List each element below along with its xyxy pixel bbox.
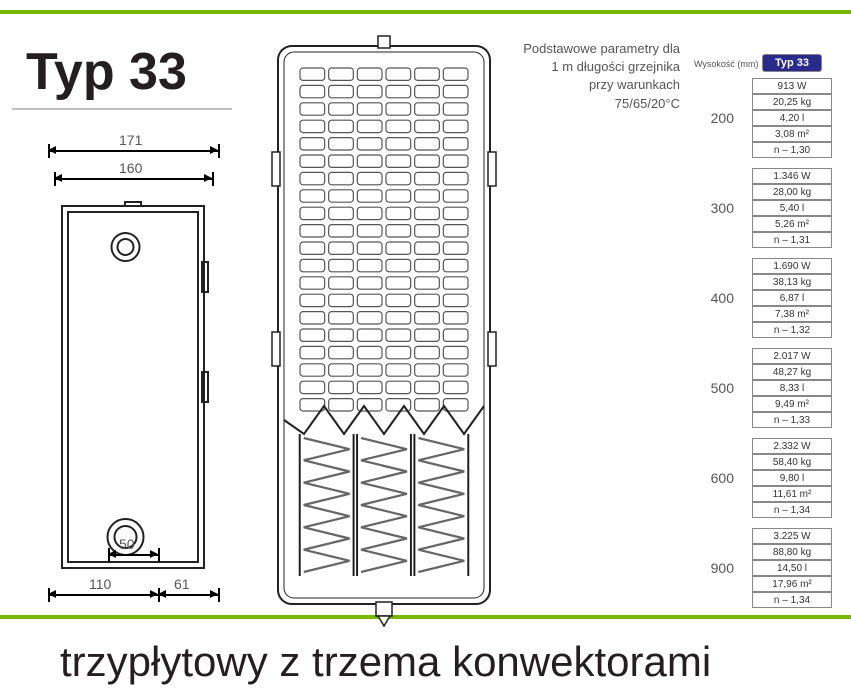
table-header-label: Wysokość (mm)	[694, 59, 758, 69]
table-cell: 913 W	[752, 78, 832, 94]
table-cell: 5,26 m²	[752, 216, 832, 232]
height-label: 400	[694, 290, 734, 306]
table-cell: 7,38 m²	[752, 306, 832, 322]
side-view-diagram	[48, 192, 218, 582]
table-cell: 8,33 l	[752, 380, 832, 396]
dimension-label: 171	[119, 132, 142, 148]
table-cell: 4,20 l	[752, 110, 832, 126]
dimension-label: 110	[89, 576, 111, 592]
table-header-cell: Typ 33	[762, 54, 822, 72]
subtitle: trzypłytowy z trzema konwektorami	[60, 638, 711, 686]
table-cell: 17,96 m²	[752, 576, 832, 592]
dimension-label: 50	[119, 536, 135, 552]
table-cell: 48,27 kg	[752, 364, 832, 380]
table-cell: 88,80 kg	[752, 544, 832, 560]
table-cell: 1.690 W	[752, 258, 832, 274]
table-cell: 1.346 W	[752, 168, 832, 184]
dimension-label: 160	[119, 160, 142, 176]
table-cell: n – 1,34	[752, 502, 832, 518]
height-label: 500	[694, 380, 734, 396]
table-cell: 2.017 W	[752, 348, 832, 364]
table-cell: 3,08 m²	[752, 126, 832, 142]
table-cell: 20,25 kg	[752, 94, 832, 110]
table-cell: n – 1,32	[752, 322, 832, 338]
table-cell: 9,49 m²	[752, 396, 832, 412]
table-cell: n – 1,34	[752, 592, 832, 608]
table-cell: 14,50 l	[752, 560, 832, 576]
front-view-diagram	[268, 32, 500, 630]
table-cell: 2.332 W	[752, 438, 832, 454]
table-cell: 28,00 kg	[752, 184, 832, 200]
height-label: 600	[694, 470, 734, 486]
table-cell: 3.225 W	[752, 528, 832, 544]
height-label: 300	[694, 200, 734, 216]
table-cell: 38,13 kg	[752, 274, 832, 290]
table-cell: n – 1,33	[752, 412, 832, 428]
table-cell: n – 1,30	[752, 142, 832, 158]
table-cell: 58,40 kg	[752, 454, 832, 470]
table-cell: 9,80 l	[752, 470, 832, 486]
height-label: 900	[694, 560, 734, 576]
top-accent-bar	[0, 10, 851, 14]
parameter-caption: Podstawowe parametry dla1 m długości grz…	[506, 40, 680, 113]
table-cell: 11,61 m²	[752, 486, 832, 502]
table-cell: n – 1,31	[752, 232, 832, 248]
page-title: Typ 33	[26, 42, 187, 102]
table-cell: 5,40 l	[752, 200, 832, 216]
title-underline	[12, 108, 232, 110]
height-label: 200	[694, 110, 734, 126]
dimension-label: 61	[174, 576, 190, 592]
table-cell: 6,87 l	[752, 290, 832, 306]
